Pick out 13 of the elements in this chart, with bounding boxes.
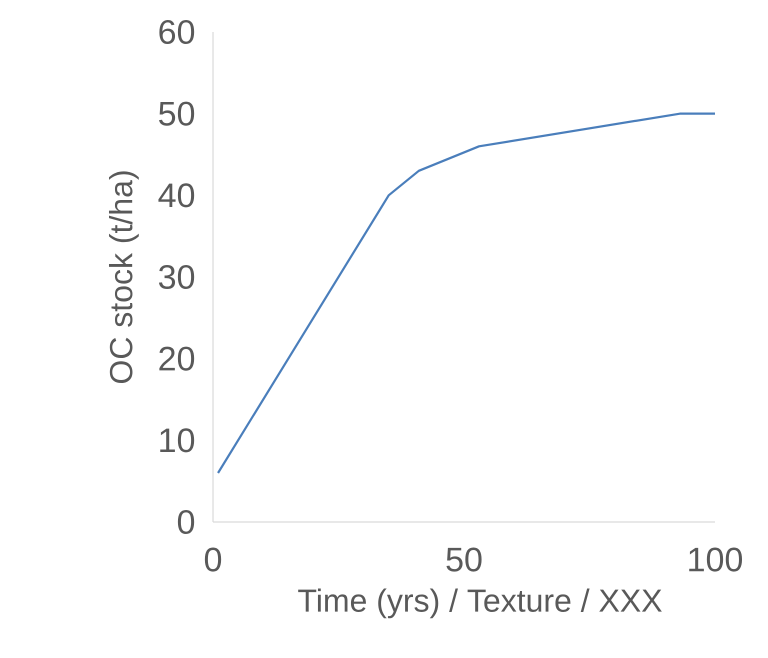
y-tick-label: 60 [159, 20, 194, 44]
y-tick-label: 40 [158, 183, 194, 208]
y-tick-label: 10 [160, 428, 194, 452]
x-tick-label: 100 [689, 548, 742, 572]
y-tick-label: 30 [158, 264, 194, 290]
y-tick-label: 50 [159, 102, 194, 126]
y-tick-label: 0 [178, 510, 194, 534]
y-axis-title: OC stock (t/ha) [108, 171, 139, 384]
line-series [216, 112, 715, 474]
x-tick-label: 0 [204, 548, 222, 572]
x-tick-label: 50 [446, 548, 482, 572]
y-tick-label: 20 [159, 346, 194, 371]
x-axis-title: Time (yrs) / Texture / XXX [298, 588, 662, 618]
